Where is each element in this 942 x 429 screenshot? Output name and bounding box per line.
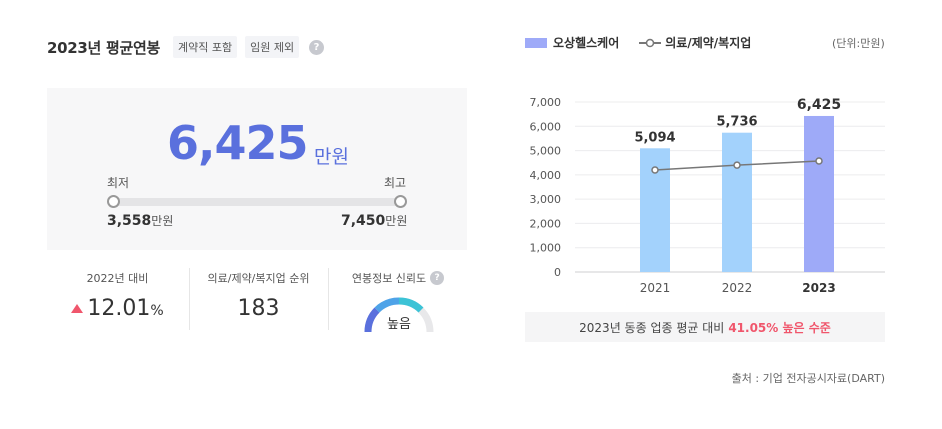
yoy-unit: % xyxy=(150,303,164,319)
bar xyxy=(804,115,834,272)
x-tick-label: 2023 xyxy=(802,281,835,295)
reliability-help-icon[interactable]: ? xyxy=(430,271,445,285)
rank-value: 183 xyxy=(237,296,280,321)
source-text: 출처 : 기업 전자공시자료(DART) xyxy=(731,372,885,385)
y-tick-label: 4,000 xyxy=(530,169,562,182)
tag-executive-excluded: 임원 제외 xyxy=(245,36,300,58)
bar xyxy=(722,132,752,272)
reliability-label-text: 연봉정보 신뢰도 xyxy=(351,272,427,285)
comparison-note: 2023년 동종 업종 평균 대비 41.05% 높은 수준 xyxy=(525,312,885,342)
yoy-number: 12.01 xyxy=(87,296,151,321)
yoy-value: 12.01% xyxy=(47,296,188,321)
note-text: 2023년 동종 업종 평균 대비 xyxy=(579,320,725,335)
min-salary: 3,558만원 xyxy=(107,212,173,229)
data-label: 6,425 xyxy=(797,97,841,113)
reliability-value: 높음 xyxy=(387,317,411,332)
data-label: 5,736 xyxy=(716,115,757,130)
y-tick-label: 3,000 xyxy=(530,193,562,206)
average-salary-unit: 만원 xyxy=(314,146,349,168)
rank-label: 의료/제약/복지업 순위 xyxy=(207,272,310,285)
yoy-label: 2022년 대비 xyxy=(86,272,149,285)
help-icon[interactable]: ? xyxy=(309,39,325,55)
note-highlight: 41.05% 높은 수준 xyxy=(728,320,831,335)
max-label: 최고 xyxy=(384,176,407,190)
salary-bar-chart: 0 1,000 2,000 3,000 4,000 5,000 6,000 7,000 5,09… xyxy=(530,96,885,295)
yoy-stat: 2022년 대비 12.01% xyxy=(47,268,188,330)
industry-point xyxy=(815,157,823,165)
range-max-knob xyxy=(394,195,407,208)
data-label: 5,094 xyxy=(634,130,675,145)
y-tick-label: 5,000 xyxy=(530,145,562,158)
max-salary-value: 7,450 xyxy=(341,213,386,229)
reliability-stat: 연봉정보 신뢰도? 높음 xyxy=(328,268,467,332)
range-min-knob xyxy=(107,195,120,208)
min-label: 최저 xyxy=(107,176,130,190)
y-tick-label: 0 xyxy=(554,266,561,279)
y-tick-label: 1,000 xyxy=(530,242,562,255)
chart-legend: 오상헬스케어 의료/제약/복지업 xyxy=(525,34,751,51)
industry-point xyxy=(651,166,659,174)
legend-industry: 의료/제약/복지업 xyxy=(665,36,752,50)
legend-company: 오상헬스케어 xyxy=(553,36,620,50)
x-tick-label: 2021 xyxy=(640,281,671,295)
min-salary-value: 3,558 xyxy=(107,213,152,229)
y-tick-label: 2,000 xyxy=(530,217,562,230)
reliability-gauge: 높음 xyxy=(364,297,434,332)
industry-rank-stat: 의료/제약/복지업 순위 183 xyxy=(189,268,327,330)
increase-arrow-icon xyxy=(71,304,84,313)
tag-contract-included: 계약직 포함 xyxy=(172,36,238,58)
legend-bar-swatch xyxy=(525,37,547,48)
average-salary-panel: 6,425 만원 최저 최고 3,558만원 7,450만원 xyxy=(47,88,467,250)
gauge-segment-2 xyxy=(374,297,400,313)
salary-range-track xyxy=(113,198,401,206)
x-tick-label: 2022 xyxy=(722,281,753,295)
max-salary: 7,450만원 xyxy=(341,212,407,229)
max-salary-unit: 만원 xyxy=(385,214,408,228)
min-salary-unit: 만원 xyxy=(151,214,174,228)
average-salary-value: 6,425 xyxy=(167,116,309,170)
page-title: 2023년 평균연봉 xyxy=(47,38,160,57)
gauge-segment-3 xyxy=(398,297,424,313)
industry-point xyxy=(733,161,741,169)
unit-label: (단위:만원) xyxy=(832,37,885,50)
y-tick-label: 7,000 xyxy=(530,96,562,109)
y-tick-label: 6,000 xyxy=(530,120,562,133)
gauge-segment-1 xyxy=(364,307,380,332)
salary-header: 2023년 평균연봉 계약직 포함 임원 제외 ? xyxy=(47,36,325,58)
reliability-label: 연봉정보 신뢰도? xyxy=(329,270,467,286)
legend-line-swatch xyxy=(639,38,662,47)
